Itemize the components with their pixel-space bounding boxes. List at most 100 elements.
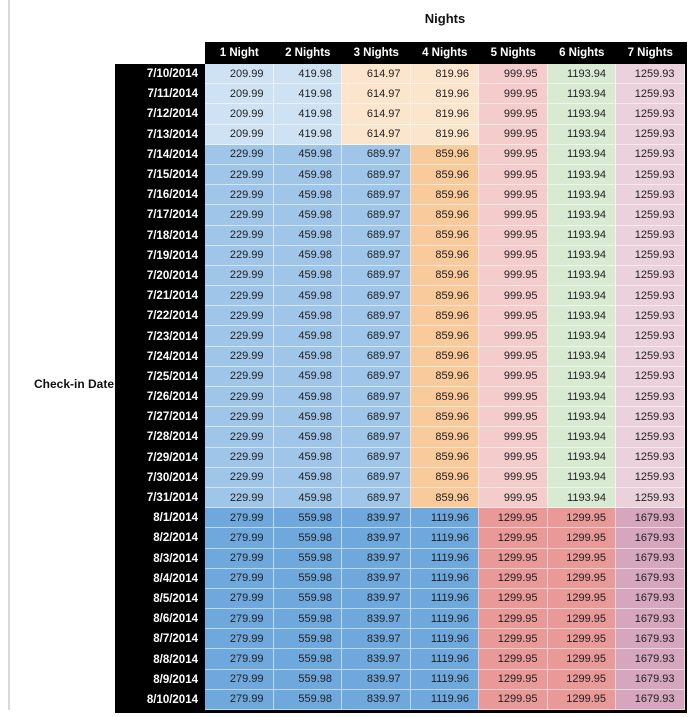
column-header[interactable]: 6 Nights — [547, 42, 616, 64]
price-cell[interactable]: 1299.95 — [479, 508, 548, 529]
price-cell[interactable]: 279.99 — [205, 548, 274, 569]
price-cell[interactable]: 459.98 — [273, 427, 342, 448]
row-date-cell[interactable]: 7/27/2014 — [115, 407, 205, 428]
price-cell[interactable]: 459.98 — [273, 205, 342, 226]
price-cell[interactable]: 999.95 — [479, 407, 548, 428]
price-cell[interactable]: 1679.93 — [616, 689, 685, 710]
price-cell[interactable]: 229.99 — [205, 447, 274, 468]
row-date-cell[interactable]: 7/25/2014 — [115, 366, 205, 387]
price-cell[interactable]: 614.97 — [342, 84, 411, 105]
price-cell[interactable]: 689.97 — [342, 205, 411, 226]
price-cell[interactable]: 859.96 — [410, 407, 479, 428]
price-cell[interactable]: 859.96 — [410, 326, 479, 347]
row-date-cell[interactable]: 8/5/2014 — [115, 588, 205, 610]
price-cell[interactable]: 1299.95 — [547, 609, 616, 630]
price-cell[interactable]: 1299.95 — [479, 548, 548, 569]
price-cell[interactable]: 1299.95 — [479, 588, 548, 610]
price-cell[interactable]: 859.96 — [410, 205, 479, 226]
price-cell[interactable]: 689.97 — [342, 265, 411, 287]
price-cell[interactable]: 459.98 — [273, 487, 342, 509]
price-cell[interactable]: 229.99 — [205, 185, 274, 206]
price-cell[interactable]: 999.95 — [479, 205, 548, 226]
row-date-cell[interactable]: 7/16/2014 — [115, 185, 205, 206]
price-cell[interactable]: 1299.95 — [479, 629, 548, 650]
price-cell[interactable]: 999.95 — [479, 245, 548, 266]
row-date-cell[interactable]: 7/21/2014 — [115, 286, 205, 307]
price-cell[interactable]: 859.96 — [410, 185, 479, 206]
price-cell[interactable]: 459.98 — [273, 447, 342, 468]
price-cell[interactable]: 859.96 — [410, 306, 479, 327]
row-date-cell[interactable]: 8/6/2014 — [115, 609, 205, 630]
price-cell[interactable]: 459.98 — [273, 326, 342, 347]
price-cell[interactable]: 999.95 — [479, 144, 548, 165]
price-cell[interactable]: 419.98 — [273, 64, 342, 85]
price-cell[interactable]: 1259.93 — [616, 326, 685, 347]
price-cell[interactable]: 459.98 — [273, 346, 342, 367]
price-cell[interactable]: 859.96 — [410, 346, 479, 367]
price-cell[interactable]: 1259.93 — [616, 164, 685, 186]
price-cell[interactable]: 1119.96 — [410, 669, 479, 690]
price-cell[interactable]: 459.98 — [273, 164, 342, 186]
price-cell[interactable]: 229.99 — [205, 346, 274, 367]
price-cell[interactable]: 1193.94 — [547, 225, 616, 246]
price-cell[interactable]: 999.95 — [479, 64, 548, 85]
price-cell[interactable]: 1679.93 — [616, 629, 685, 650]
price-cell[interactable]: 229.99 — [205, 265, 274, 287]
price-cell[interactable]: 459.98 — [273, 286, 342, 307]
price-cell[interactable]: 1299.95 — [479, 528, 548, 549]
price-cell[interactable]: 459.98 — [273, 306, 342, 327]
price-cell[interactable]: 279.99 — [205, 528, 274, 549]
column-header[interactable]: 4 Nights — [410, 42, 479, 64]
price-cell[interactable]: 1259.93 — [616, 225, 685, 246]
row-date-cell[interactable]: 7/14/2014 — [115, 144, 205, 165]
row-date-cell[interactable]: 8/7/2014 — [115, 629, 205, 650]
price-cell[interactable]: 279.99 — [205, 568, 274, 589]
price-cell[interactable]: 999.95 — [479, 427, 548, 448]
price-cell[interactable]: 859.96 — [410, 447, 479, 468]
price-cell[interactable]: 1259.93 — [616, 104, 685, 125]
row-date-cell[interactable]: 8/10/2014 — [115, 689, 205, 710]
price-cell[interactable]: 689.97 — [342, 326, 411, 347]
price-cell[interactable]: 839.97 — [342, 629, 411, 650]
price-cell[interactable]: 419.98 — [273, 84, 342, 105]
price-cell[interactable]: 1259.93 — [616, 185, 685, 206]
price-cell[interactable]: 999.95 — [479, 286, 548, 307]
price-cell[interactable]: 839.97 — [342, 548, 411, 569]
price-cell[interactable]: 999.95 — [479, 84, 548, 105]
price-cell[interactable]: 559.98 — [273, 508, 342, 529]
price-cell[interactable]: 1259.93 — [616, 64, 685, 85]
price-cell[interactable]: 839.97 — [342, 609, 411, 630]
price-cell[interactable]: 279.99 — [205, 689, 274, 710]
price-cell[interactable]: 1259.93 — [616, 144, 685, 165]
price-cell[interactable]: 1679.93 — [616, 508, 685, 529]
price-cell[interactable]: 819.96 — [410, 84, 479, 105]
price-cell[interactable]: 1193.94 — [547, 387, 616, 408]
price-cell[interactable]: 229.99 — [205, 326, 274, 347]
price-cell[interactable]: 1119.96 — [410, 689, 479, 710]
row-date-cell[interactable]: 7/31/2014 — [115, 487, 205, 509]
price-cell[interactable]: 559.98 — [273, 568, 342, 589]
price-cell[interactable]: 209.99 — [205, 64, 274, 85]
row-date-cell[interactable]: 7/23/2014 — [115, 326, 205, 347]
price-cell[interactable]: 1193.94 — [547, 326, 616, 347]
price-cell[interactable]: 459.98 — [273, 225, 342, 246]
price-cell[interactable]: 999.95 — [479, 104, 548, 125]
price-cell[interactable]: 999.95 — [479, 366, 548, 387]
price-cell[interactable]: 1259.93 — [616, 306, 685, 327]
row-date-cell[interactable]: 7/30/2014 — [115, 467, 205, 488]
row-date-cell[interactable]: 8/8/2014 — [115, 649, 205, 670]
price-cell[interactable]: 1299.95 — [479, 568, 548, 589]
price-cell[interactable]: 1299.95 — [547, 588, 616, 610]
price-cell[interactable]: 1299.95 — [547, 649, 616, 670]
price-cell[interactable]: 999.95 — [479, 265, 548, 287]
price-cell[interactable]: 1119.96 — [410, 629, 479, 650]
price-cell[interactable]: 229.99 — [205, 407, 274, 428]
price-cell[interactable]: 839.97 — [342, 528, 411, 549]
price-cell[interactable]: 559.98 — [273, 669, 342, 690]
price-cell[interactable]: 689.97 — [342, 487, 411, 509]
price-cell[interactable]: 229.99 — [205, 366, 274, 387]
price-cell[interactable]: 999.95 — [479, 447, 548, 468]
price-cell[interactable]: 209.99 — [205, 104, 274, 125]
row-date-cell[interactable]: 7/26/2014 — [115, 387, 205, 408]
row-date-cell[interactable]: 7/11/2014 — [115, 84, 205, 105]
